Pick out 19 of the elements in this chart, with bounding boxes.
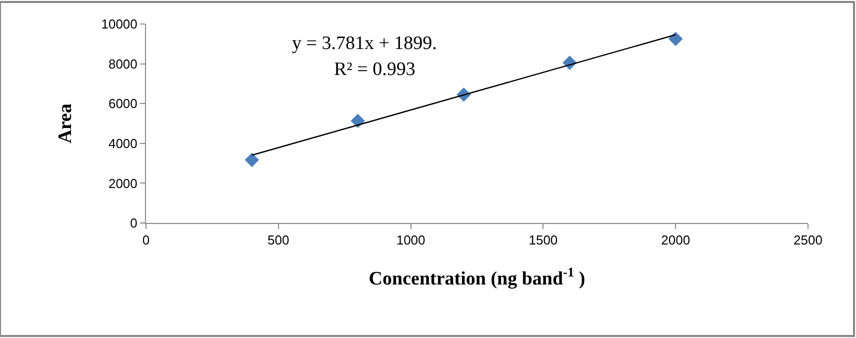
point xyxy=(668,32,683,46)
x-axis-title: Concentration (ng band$^{-1}$ ) xyxy=(368,264,586,290)
y-tick-label: 6000 xyxy=(108,96,138,112)
x-tick-label: 0 xyxy=(142,232,150,248)
y-tick-label: 2000 xyxy=(108,176,138,191)
point xyxy=(244,152,260,168)
x-tick-label: 1500 xyxy=(528,232,558,248)
x-tick-label: 2500 xyxy=(794,232,822,248)
point xyxy=(350,114,365,128)
y-tick-label: 4000 xyxy=(108,136,138,151)
x-tick-label: 1000 xyxy=(396,232,426,248)
y-axis-title: Area xyxy=(55,103,76,144)
x-tick-label: 500 xyxy=(268,232,290,248)
y-tick-label: 10000 xyxy=(101,16,138,32)
annotation: y = 3.781x + 1899. xyxy=(292,33,437,54)
y-tick-label: 0 xyxy=(130,216,138,231)
y-tick-label: 8000 xyxy=(108,56,138,72)
x-tick-label: 2000 xyxy=(661,232,690,248)
annotation: R² = 0.993 xyxy=(334,59,416,80)
